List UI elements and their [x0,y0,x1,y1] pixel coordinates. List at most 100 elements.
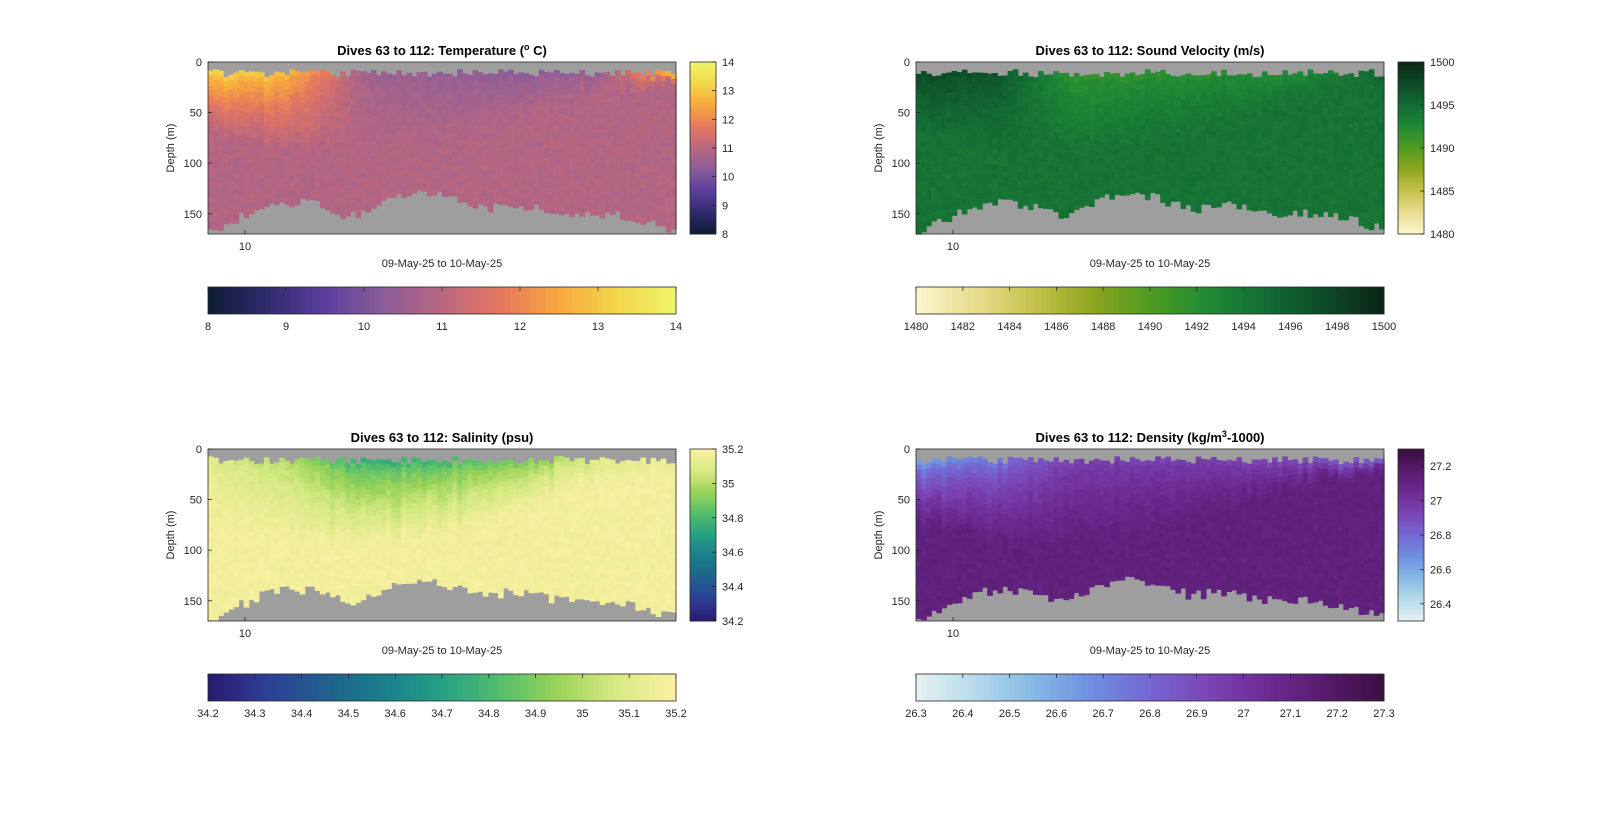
heatmap-cell [630,199,636,206]
heatmap-cell [1185,78,1192,85]
heatmap-cell [966,204,973,210]
heatmap-cell [1322,169,1329,175]
heatmap-cell [1302,146,1309,153]
heatmap-cell [289,89,296,96]
heatmap-cell [304,86,311,93]
heatmap-cell [594,128,601,134]
heatmap-cell [462,93,469,100]
heatmap-cell [406,87,413,94]
heatmap-cell [971,188,978,195]
heatmap-cell [1211,71,1217,77]
heatmap-cell [625,190,631,197]
heatmap-cell [1195,115,1202,122]
heatmap-cell [233,143,240,150]
heatmap-cell [533,147,540,153]
heatmap-cell [931,177,937,183]
heatmap-cell [538,130,545,137]
heatmap-cell [477,117,484,124]
heatmap-cell [467,125,474,132]
heatmap-cell [625,110,631,116]
heatmap-cell [243,72,250,78]
heatmap-cell [961,95,968,101]
heatmap-cell [941,78,948,84]
heatmap-cell [396,100,402,107]
heatmap-cell [650,131,657,138]
heatmap-cell [1139,185,1146,192]
heatmap-cell [559,199,565,206]
heatmap-cell [513,205,519,209]
heatmap-cell [1134,156,1141,162]
colorbar-tick-label: 10 [722,172,734,184]
heatmap-cell [665,197,672,204]
heatmap-cell [492,165,499,171]
heatmap-cell [1002,85,1009,92]
heatmap-cell [213,175,219,182]
heatmap-cell [279,102,285,109]
heatmap-cell [609,111,616,117]
heatmap-cell [1027,106,1034,113]
heatmap-cell [1241,170,1248,177]
heatmap-cell [1119,188,1126,194]
heatmap-cell [508,191,514,197]
heatmap-cell [916,159,922,166]
heatmap-cell [982,184,988,190]
heatmap-cell [1017,75,1024,82]
heatmap-cell [340,71,346,77]
heatmap-cell [1272,95,1278,101]
heatmap-cell [625,99,631,106]
heatmap-cell [564,124,570,131]
heatmap-cell [1175,122,1182,128]
heatmap-cell [1007,91,1014,97]
heatmap-cell [1333,72,1339,79]
heatmap-cell [1312,139,1319,145]
heatmap-cell [1017,85,1024,92]
heatmap-cell [1312,108,1319,115]
heatmap-cell [503,76,509,83]
heatmap-cell [982,169,988,175]
heatmap-cell [1282,120,1288,127]
heatmap-cell [1180,166,1187,172]
heatmap-cell [1033,87,1039,93]
heatmap-cell [1328,151,1334,157]
heatmap-cell [294,111,301,118]
heatmap-cell [330,186,336,193]
heatmap-cell [1114,88,1121,94]
heatmap-cell [1038,121,1044,128]
heatmap-cell [579,105,586,112]
heatmap-cell [253,127,260,134]
heatmap-cell [1083,120,1090,127]
heatmap-cell [1104,97,1110,103]
heatmap-cell [284,115,290,122]
heatmap-cell [1104,102,1110,108]
heatmap-cell [492,114,499,121]
heatmap-cell [350,176,357,182]
heatmap-cell [630,209,636,216]
colorbar-tick-label: 8 [722,229,728,241]
heatmap-cell [645,131,652,137]
heatmap-cell [269,161,275,167]
heatmap-cell [497,155,504,162]
heatmap-cell [1068,162,1075,169]
heatmap-cell [992,113,998,120]
heatmap-cell [309,115,316,121]
heatmap-cell [263,87,270,93]
heatmap-cell [916,78,922,85]
heatmap-cell [370,125,377,132]
heatmap-cell [1063,163,1070,170]
heatmap-cell [1129,128,1136,134]
heatmap-cell [365,133,372,140]
heatmap-cell [594,153,601,160]
heatmap-cell [1211,106,1217,113]
heatmap-cell [533,81,540,88]
heatmap-cell [279,168,285,175]
heatmap-cell [640,101,647,108]
heatmap-cell [604,208,611,213]
heatmap-cell [1068,96,1075,103]
heatmap-cell [1088,130,1095,136]
heatmap-cell [625,170,631,177]
heatmap-cell [1155,167,1161,174]
heatmap-cell [274,152,280,159]
heatmap-cell [1241,165,1248,172]
